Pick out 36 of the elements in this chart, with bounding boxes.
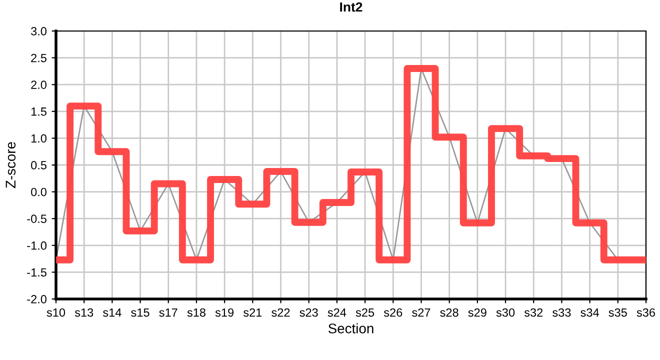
x-tick-label: s19 xyxy=(215,308,234,317)
y-tick-label: 1.0 xyxy=(31,134,47,143)
x-tick-label: s24 xyxy=(328,308,346,317)
x-tick-label: s36 xyxy=(636,308,655,317)
y-tick-label: 3.0 xyxy=(31,27,47,36)
x-tick-label: s28 xyxy=(440,308,458,317)
y-tick-label: -2.0 xyxy=(27,295,47,304)
y-tick-label: 2.5 xyxy=(31,54,46,62)
x-tick-label: s14 xyxy=(103,308,122,317)
x-tick-label: s21 xyxy=(243,308,262,317)
y-tick-label: 2.0 xyxy=(31,80,47,89)
y-tick-label: 0.5 xyxy=(31,161,46,170)
x-tick-label: s13 xyxy=(74,308,94,317)
x-tick-label: s32 xyxy=(524,308,543,317)
y-tick-label: -1.0 xyxy=(27,241,47,250)
x-tick-label: s25 xyxy=(356,308,374,317)
x-tick-label: s30 xyxy=(496,308,515,317)
y-tick-label: 0.0 xyxy=(31,188,47,196)
chart-title: Int2 xyxy=(340,2,362,12)
x-tick-label: s17 xyxy=(159,308,178,317)
x-tick-label: s23 xyxy=(300,308,318,317)
x-tick-label: s26 xyxy=(384,308,402,317)
x-tick-label: s33 xyxy=(552,308,571,317)
x-tick-label: s29 xyxy=(468,308,486,317)
y-axis-title: Z-score xyxy=(6,142,16,188)
x-tick-label: s35 xyxy=(608,308,627,317)
x-tick-label: s27 xyxy=(412,308,430,317)
y-tick-label: 1.5 xyxy=(31,108,46,116)
y-tick-label: -1.5 xyxy=(27,268,46,277)
x-axis-title: Section xyxy=(328,323,374,334)
x-tick-label: s34 xyxy=(580,308,599,317)
y-tick-label: -0.5 xyxy=(27,214,46,223)
x-tick-label: s10 xyxy=(46,308,66,317)
x-tick-label: s18 xyxy=(187,308,206,317)
x-tick-label: s15 xyxy=(131,308,150,317)
x-tick-label: s22 xyxy=(272,308,290,317)
